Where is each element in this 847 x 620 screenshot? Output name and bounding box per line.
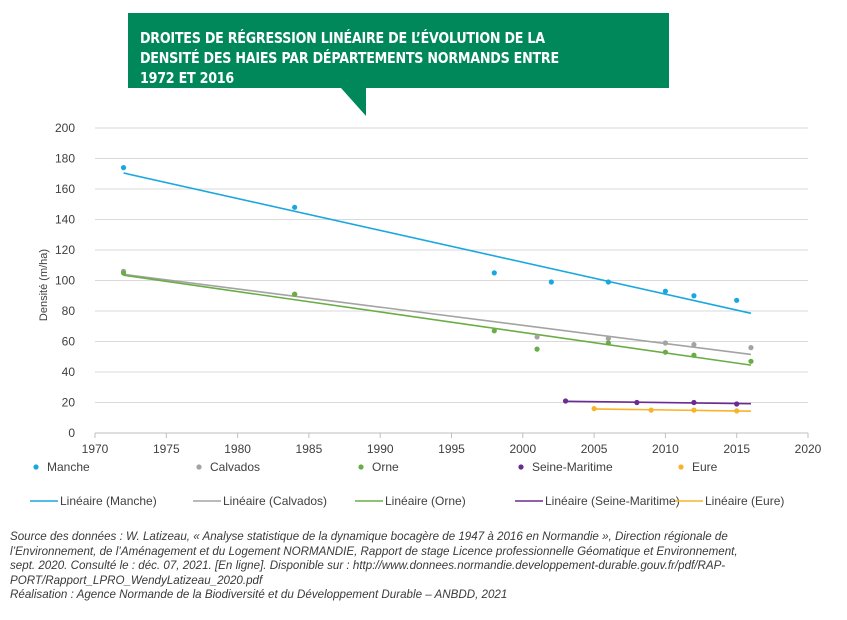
legend-label: Manche [47,460,90,474]
data-point [491,328,497,334]
legend-trend-label: Linéaire (Calvados) [223,494,327,508]
x-tick-label: 1985 [296,442,323,456]
data-point [605,335,611,342]
y-tick-label: 180 [55,152,75,166]
data-point [734,297,740,303]
data-point [634,399,640,406]
source-line: sept. 2020. Consulté le : déc. 07, 2021.… [10,559,726,572]
legend-marker [358,464,364,470]
x-tick-label: 2000 [509,442,536,456]
x-tick-label: 2020 [795,442,822,456]
y-tick-label: 160 [55,182,75,196]
data-point [691,341,697,348]
data-point [662,349,669,355]
legend-marker [33,464,39,470]
chart: 0 20 40 60 80 100 120 140 160 180 200 1970 1975 1980… [30,121,822,508]
x-axis: 1970 1975 1980 1985 1990 1995 2000 2005 2010 2015… [82,432,822,456]
source-line: Source des données : W. Latizeau, « Anal… [10,530,728,543]
trend-line [565,400,751,405]
y-tick-label: 80 [62,304,76,318]
x-tick-label: 2010 [652,442,679,456]
legend: Manche Linéaire (Manche) Calvados Linéaire … [30,460,784,508]
data-point [534,334,540,340]
legend-trend-label: Linéaire (Seine-Maritime) [545,494,680,508]
data-point [548,279,554,285]
data-point [120,270,127,276]
source-line: l’Environnement, de l’Aménagement et du … [10,544,738,558]
y-tick-label: 0 [68,426,75,440]
y-tick-label: 120 [55,243,75,257]
data-point [748,358,754,364]
data-point [534,346,540,352]
data-point [648,407,654,413]
x-tick-label: 1970 [82,442,109,456]
legend-trend-label: Linéaire (Eure) [705,494,784,508]
trend-line [123,172,752,315]
chart-grid [95,127,808,403]
y-tick-label: 100 [55,274,75,288]
data-point [292,291,298,297]
title-banner [128,13,669,116]
y-tick-label: 140 [55,213,75,227]
trend-line [123,274,752,366]
trend-line [123,273,752,356]
y-tick-label: 20 [62,396,76,410]
data-point [662,340,669,346]
data-point [605,340,611,346]
x-tick-label: 2015 [723,442,750,456]
x-tick-label: 1995 [438,442,465,456]
data-point [491,270,497,276]
data-points [120,165,754,414]
data-point [691,407,697,413]
legend-label: Seine-Maritime [532,460,613,474]
data-point [691,399,697,406]
legend-label: Orne [372,460,399,474]
legend-trend-label: Linéaire (Manche) [60,494,157,508]
data-point [662,288,669,294]
legend-trend-label: Linéaire (Orne) [385,494,466,508]
y-axis-label: Densité (m/ha) [38,249,50,321]
data-point [734,401,740,407]
data-point [691,293,697,299]
x-tick-label: 1975 [153,442,180,456]
legend-marker [678,464,684,470]
chart-title: DROITES DE RÉGRESSION LINÉAIRE DE L’ÉVOL… [140,29,559,87]
data-point [605,279,611,285]
data-point [292,204,298,210]
x-tick-label: 1990 [367,442,394,456]
source-line: Réalisation : Agence Normande de la Biod… [10,588,508,601]
data-point [591,406,597,412]
legend-marker [196,464,202,470]
x-tick-label: 1980 [224,442,251,456]
source-line: PORT/Rapport_LPRO_WendyLatizeau_2020.pdf [10,573,263,587]
source-note: Source des données : W. Latizeau, « Anal… [10,530,840,603]
data-point [120,165,127,171]
data-point [562,398,569,404]
legend-marker [518,464,524,470]
legend-label: Eure [692,460,718,474]
y-tick-label: 40 [62,365,76,379]
data-point [734,408,740,414]
data-point [691,352,697,358]
trend-lines [123,172,752,412]
legend-label: Calvados [210,460,260,474]
title-banner-shape [128,13,669,116]
y-tick-label: 60 [62,335,76,349]
y-tick-label: 200 [55,121,75,135]
x-tick-label: 2005 [581,442,608,456]
data-point [748,345,754,351]
y-axis: 0 20 40 60 80 100 120 140 160 180 200 [55,121,75,440]
trend-line [594,408,751,412]
